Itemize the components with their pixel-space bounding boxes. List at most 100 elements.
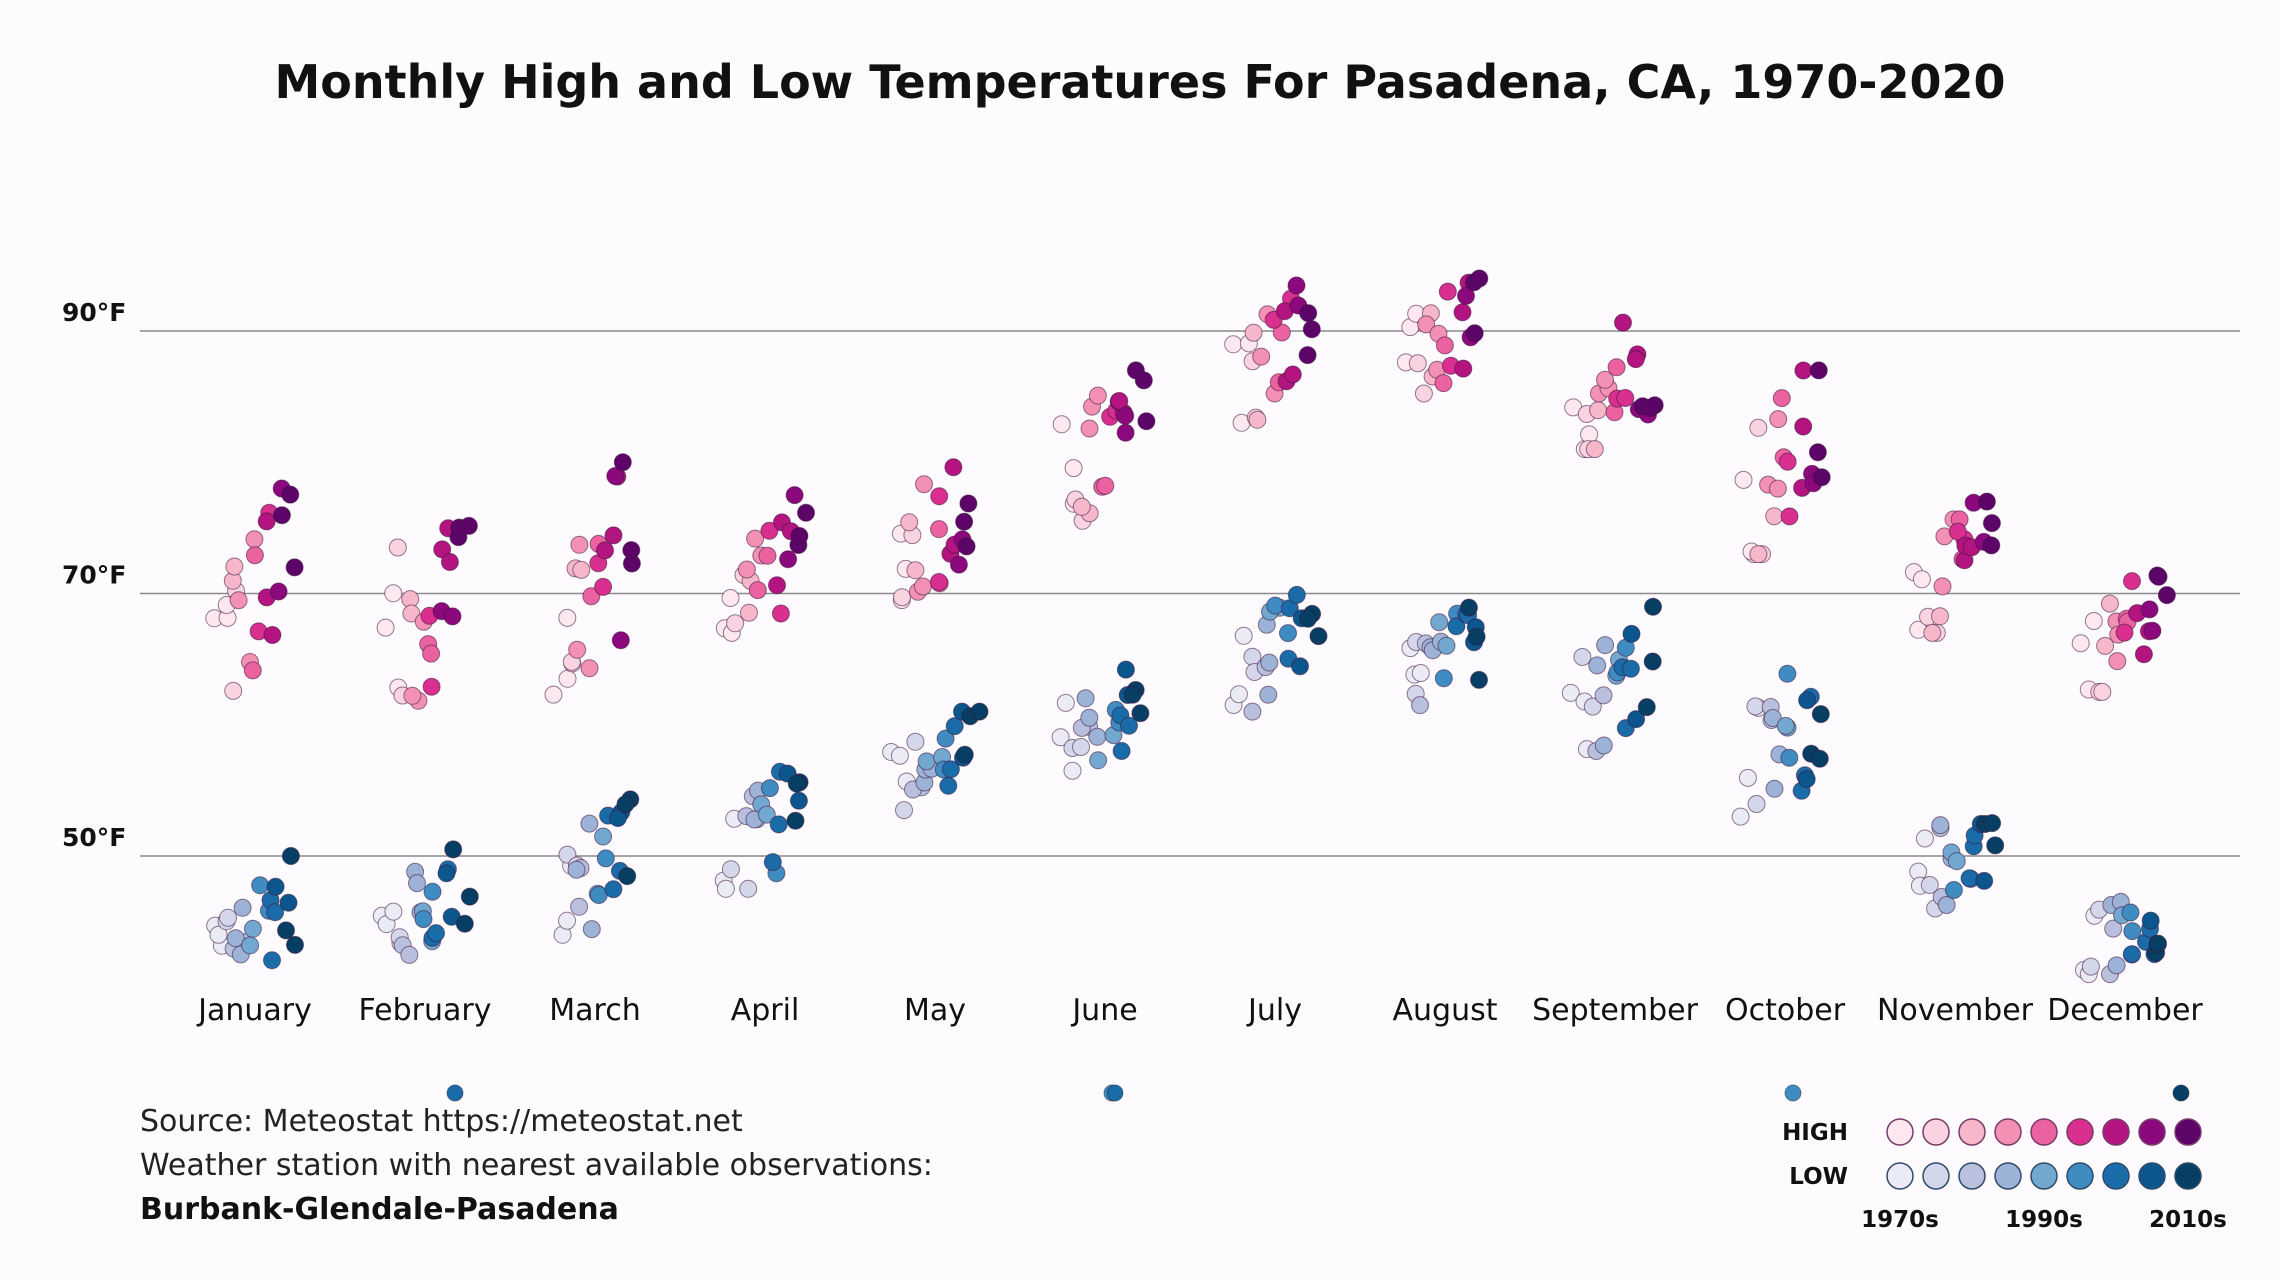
low-temp-point	[1621, 659, 1640, 678]
high-temp-point	[1614, 313, 1632, 332]
low-temp-point	[582, 920, 601, 939]
high-temp-point	[245, 546, 264, 565]
high-temp-point	[459, 516, 478, 535]
chart-title: Monthly High and Low Temperatures For Pa…	[274, 55, 2005, 109]
legend-decade-1990s: 1990s	[2005, 1207, 2083, 1233]
high-temp-point	[1088, 386, 1107, 405]
low-temp-point	[427, 924, 445, 943]
low-temp-point	[1089, 751, 1108, 770]
low-temp-point	[906, 732, 925, 751]
low-temp-point	[1309, 627, 1328, 646]
high-temp-point	[949, 555, 968, 574]
high-temp-point	[570, 535, 589, 554]
stray-point	[2172, 1084, 2190, 1102]
legend-swatch-low	[1922, 1162, 1950, 1190]
high-temp-point	[1116, 406, 1135, 425]
x-tick-label: August	[1393, 993, 1498, 1028]
low-temp-point	[1583, 697, 1602, 716]
high-temp-point	[224, 681, 243, 700]
high-temp-point	[1982, 536, 2001, 555]
high-temp-point	[737, 560, 756, 579]
low-temp-point	[760, 779, 779, 798]
x-tick-label: January	[196, 993, 312, 1028]
high-temp-point	[596, 541, 614, 560]
high-temp-point	[594, 577, 613, 596]
low-temp-point	[1470, 670, 1488, 689]
low-temp-point	[460, 887, 479, 906]
x-tick-label: February	[359, 993, 492, 1028]
low-temp-point	[1643, 652, 1662, 671]
low-temp-point	[2141, 911, 2160, 930]
high-temp-point	[1794, 417, 1813, 436]
high-temp-point	[955, 512, 974, 531]
x-tick-label: April	[731, 993, 800, 1028]
low-temp-point	[567, 860, 586, 879]
high-temp-point	[1596, 370, 1614, 389]
low-temp-point	[1447, 617, 1466, 636]
low-temp-point	[1229, 685, 1248, 704]
low-temp-point	[1947, 852, 1966, 871]
high-temp-point	[1626, 350, 1645, 369]
station-note: Weather station with nearest available o…	[140, 1148, 933, 1183]
low-temp-point	[1627, 710, 1646, 729]
high-temp-point	[1912, 570, 1931, 589]
high-temp-point	[1765, 507, 1784, 526]
low-temp-point	[1920, 876, 1939, 894]
high-temp-point	[422, 644, 441, 663]
legend-swatch-low	[2174, 1162, 2202, 1190]
high-temp-point	[544, 685, 563, 704]
high-temp-point	[1224, 335, 1243, 354]
low-temp-point	[1459, 598, 1478, 617]
low-temp-point	[721, 860, 740, 879]
low-temp-point	[1983, 814, 2002, 833]
low-temp-point	[955, 745, 974, 764]
high-temp-point	[443, 607, 462, 626]
legend-swatch-high	[2066, 1118, 2094, 1146]
low-temp-point	[1116, 660, 1135, 679]
legend-swatch-high	[1886, 1118, 1914, 1146]
low-temp-point	[1596, 636, 1615, 655]
low-temp-point	[1644, 597, 1662, 616]
low-temp-point	[400, 945, 419, 964]
high-temp-point	[422, 677, 441, 696]
legend-swatch-high	[1994, 1118, 2022, 1146]
x-tick-label: September	[1532, 993, 1698, 1028]
high-temp-point	[1589, 401, 1608, 420]
low-temp-point	[1780, 748, 1799, 767]
high-temp-point	[2108, 652, 2127, 671]
low-temp-point	[941, 760, 960, 779]
high-temp-point	[1749, 545, 1768, 564]
high-temp-point	[604, 526, 623, 545]
legend-high-label: HIGH	[1782, 1120, 1848, 1146]
x-tick-label: March	[549, 993, 640, 1028]
high-temp-point	[384, 584, 403, 603]
low-temp-point	[266, 877, 285, 896]
stray-point	[1106, 1084, 1124, 1102]
low-temp-point	[1622, 624, 1641, 643]
high-temp-point	[229, 591, 248, 610]
high-temp-point	[1408, 354, 1427, 373]
low-temp-point	[279, 893, 298, 912]
low-temp-point	[1298, 609, 1317, 628]
low-temp-point	[2081, 957, 2100, 976]
high-temp-point	[402, 604, 421, 623]
low-temp-point	[1915, 829, 1934, 848]
low-temp-point	[2149, 934, 2167, 953]
low-temp-point	[1944, 881, 1963, 899]
low-temp-point	[1266, 596, 1285, 615]
high-temp-point	[272, 506, 291, 525]
high-temp-point	[1769, 410, 1788, 429]
high-temp-point	[1794, 361, 1813, 380]
x-tick-label: July	[1246, 993, 1302, 1028]
legend-overflow-points	[446, 1084, 2190, 1102]
high-temp-point	[243, 661, 262, 680]
high-temp-point	[1453, 303, 1472, 322]
high-temp-point	[2143, 621, 2162, 640]
high-temp-point	[1809, 361, 1828, 380]
high-temp-point	[1244, 323, 1263, 342]
high-temp-point	[225, 557, 244, 576]
legend-swatch-low	[2030, 1162, 2058, 1190]
high-temp-point	[1641, 398, 1660, 417]
legend-swatch-low	[2102, 1162, 2130, 1190]
low-temp-point	[618, 867, 637, 886]
